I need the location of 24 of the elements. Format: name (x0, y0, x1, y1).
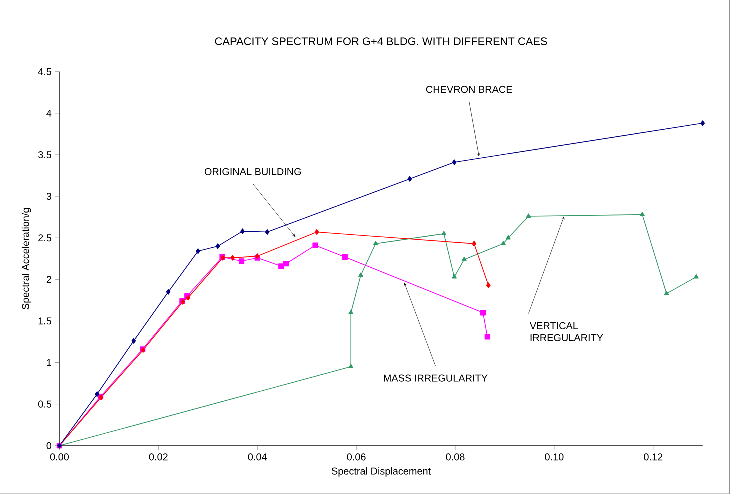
y-axis-title: Spectral Acceleration/g (22, 208, 32, 310)
y-tick-label: 1.5 (38, 318, 52, 325)
x-tick-label: 0.08 (446, 454, 465, 461)
y-tick-label: 2 (46, 276, 52, 284)
annotation: CHEVRON BRACE (426, 86, 512, 93)
x-tick-label: 0.02 (149, 454, 168, 461)
y-tick-label: 2.5 (38, 234, 52, 242)
x-tick-label: 0.06 (347, 454, 366, 461)
y-tick-label: 0.5 (38, 400, 52, 408)
x-axis-title: Spectral Displacement (332, 467, 432, 477)
y-tick-label: 3.5 (38, 151, 52, 158)
annotation: MASS IRREGULARITY (384, 374, 488, 382)
x-tick-label: 0.12 (644, 454, 663, 461)
chart-title: CAPACITY SPECTRUM FOR G+4 BLDG. WITH DIFFERENT CAES (215, 38, 548, 46)
x-tick-label: 0.00 (50, 454, 70, 461)
y-tick-label: 4 (46, 110, 52, 117)
x-tick-label: 0.04 (248, 454, 268, 461)
y-tick-label: 3 (46, 192, 52, 200)
annotation: VERTICAL IRREGULARITY (530, 322, 604, 342)
x-tick-label: 0.10 (545, 454, 564, 461)
y-tick-label: 0 (46, 442, 52, 450)
annotation: ORIGINAL BUILDING (204, 168, 302, 176)
y-tick-label: 1 (47, 359, 52, 366)
y-tick-label: 4.5 (38, 68, 52, 76)
